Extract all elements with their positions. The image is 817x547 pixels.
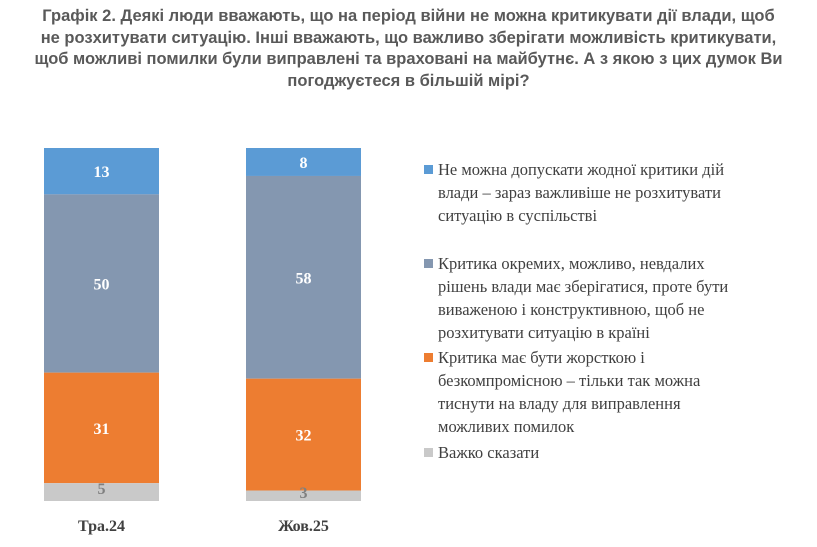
bar-segment (44, 483, 159, 501)
chart-title-line: Графік 2. Деякі люди вважають, що на пер… (42, 7, 775, 25)
legend-item: Критика окремих, можливо, невдалих рішен… (424, 252, 804, 344)
data-label: 3 (300, 485, 308, 502)
data-label: 5 (98, 481, 106, 498)
bar-segment (44, 372, 159, 484)
data-label: 13 (94, 164, 110, 181)
legend-label: Критика окремих, можливо, невдалих рішен… (438, 252, 804, 344)
legend-line: рішень влади має зберігатися, проте бути (438, 277, 729, 296)
legend-line: можливих помилок (438, 417, 575, 436)
legend-line: розхитувати ситуацію в країні (438, 323, 650, 342)
data-label: 50 (94, 276, 110, 293)
legend-item: Не можна допускати жодної критики дій вл… (424, 158, 804, 227)
bar-segment (246, 175, 361, 379)
bar-segment (246, 378, 361, 491)
legend-line: ситуацію в суспільстві (438, 206, 598, 225)
bar-segment (246, 148, 361, 176)
chart-title: Графік 2. Деякі люди вважають, що на пер… (0, 6, 817, 92)
chart-title-line: погоджуєтеся в більшій мірі? (287, 71, 530, 90)
legend-line: Не можна допускати жодної критики дій (438, 160, 725, 179)
bar-segment (246, 490, 361, 501)
legend-line: тиснути на владу для виправлення (438, 394, 681, 413)
legend-swatch (424, 259, 433, 268)
category-label: Тра.24 (78, 518, 125, 535)
category-label: Жов.25 (278, 518, 329, 535)
data-label: 31 (94, 421, 110, 438)
data-label: 8 (300, 155, 308, 172)
legend-item: Важко сказати (424, 441, 804, 464)
bar-segment (44, 148, 159, 195)
legend-line: Критика окремих, можливо, невдалих (438, 254, 705, 273)
legend-line: виваженою і конструктивною, щоб не (438, 300, 705, 319)
legend-label: Важко сказати (438, 441, 804, 464)
legend-swatch (424, 448, 433, 457)
legend-item: Критика має бути жорсткою і безкомпроміс… (424, 346, 804, 438)
bar-segment (44, 194, 159, 373)
legend-label: Не можна допускати жодної критики дій вл… (438, 158, 804, 227)
legend-line: Важко сказати (438, 443, 540, 462)
legend-swatch (424, 165, 433, 174)
chart-title-line: не розхитувати ситуацію. Інші вважають, … (40, 28, 777, 47)
legend-swatch (424, 353, 433, 362)
data-label: 32 (296, 428, 312, 445)
legend-line: влади – зараз важливіше не розхитувати (438, 183, 721, 202)
legend-line: безкомпромісною – тільки так можна (438, 371, 701, 390)
data-label: 58 (296, 270, 312, 287)
legend-line: Критика має бути жорсткою і (438, 348, 645, 367)
chart-title-line: щоб можливі помилки були виправлені та в… (34, 50, 783, 68)
legend-label: Критика має бути жорсткою і безкомпроміс… (438, 346, 804, 438)
